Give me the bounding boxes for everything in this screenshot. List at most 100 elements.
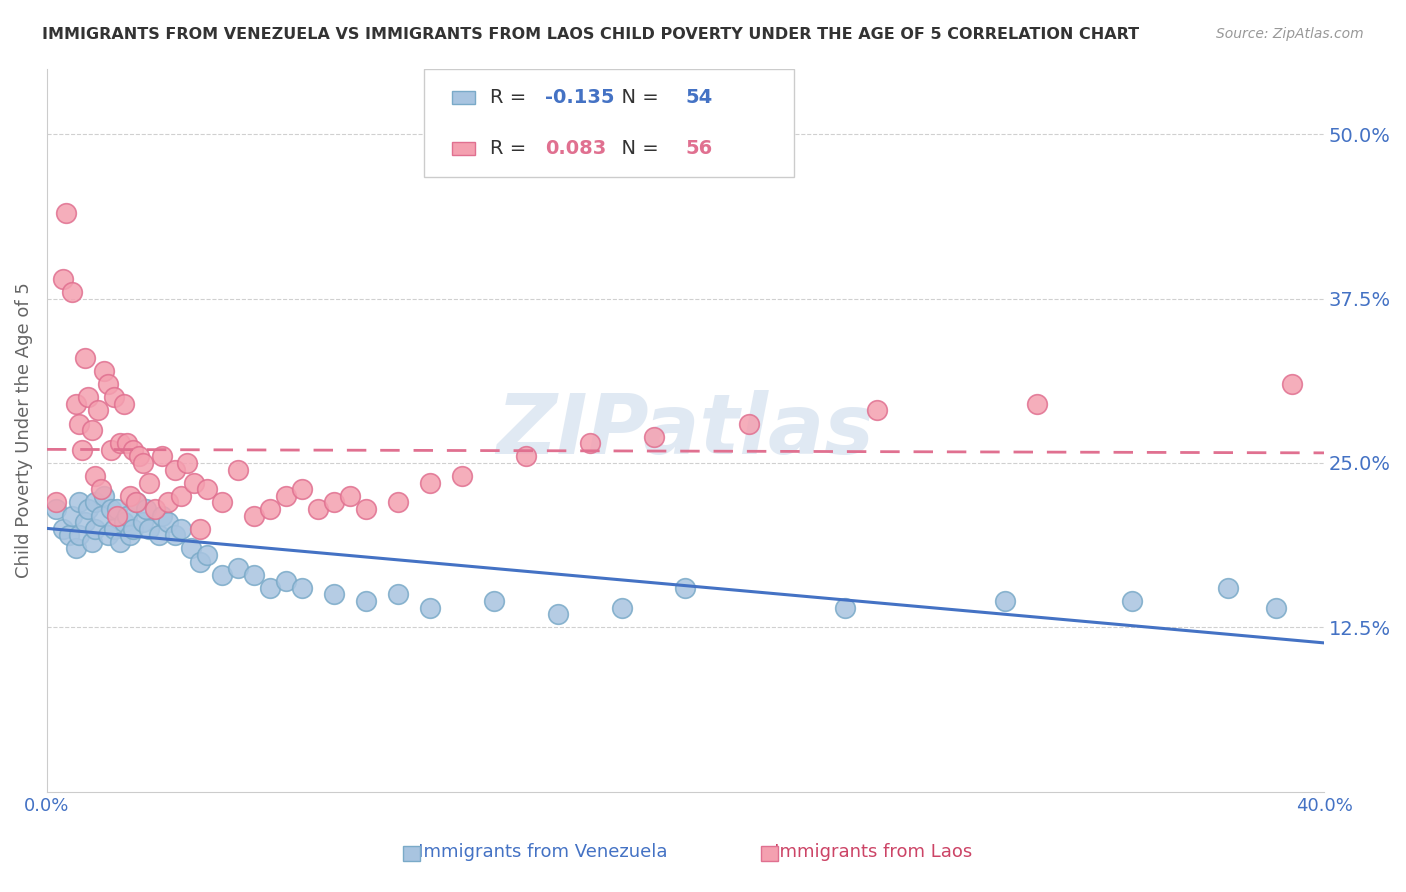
Point [419, 475, 441, 490]
Point [183, 475, 205, 490]
Point [419, 600, 441, 615]
Point [62, 508, 84, 523]
Point [62, 285, 84, 299]
Point [243, 567, 266, 582]
Point [138, 522, 160, 536]
Point [110, 436, 132, 450]
Point [1281, 377, 1303, 392]
Point [578, 436, 600, 450]
Point [170, 522, 193, 536]
Point [131, 515, 153, 529]
Point [52, 522, 75, 536]
Point [866, 403, 889, 417]
Point [83, 469, 105, 483]
Point [1265, 600, 1288, 615]
Point [103, 390, 125, 404]
Point [291, 483, 314, 497]
Point [323, 495, 346, 509]
Y-axis label: Child Poverty Under the Age of 5: Child Poverty Under the Age of 5 [15, 282, 32, 578]
FancyBboxPatch shape [423, 69, 794, 177]
Point [211, 567, 233, 582]
Text: 0.083: 0.083 [546, 138, 606, 158]
Point [195, 483, 218, 497]
Point [515, 450, 537, 464]
Point [176, 456, 198, 470]
Point [188, 522, 211, 536]
Text: R =: R = [491, 138, 533, 158]
Point [994, 594, 1017, 608]
Point [482, 594, 505, 608]
Point [135, 502, 157, 516]
Point [180, 541, 202, 556]
Point [115, 436, 138, 450]
Point [67, 417, 90, 431]
Point [93, 364, 115, 378]
Point [93, 489, 115, 503]
Point [610, 600, 633, 615]
Point [55, 206, 77, 220]
Point [125, 495, 148, 509]
Point [67, 495, 90, 509]
Point [150, 508, 173, 523]
Point [157, 495, 180, 509]
Point [105, 502, 128, 516]
Point [339, 489, 361, 503]
Point [103, 522, 125, 536]
Point [170, 489, 193, 503]
Point [105, 508, 128, 523]
Point [276, 574, 298, 589]
Point [738, 417, 761, 431]
Point [145, 502, 167, 516]
Point [1121, 594, 1143, 608]
Point [110, 534, 132, 549]
Point [228, 462, 250, 476]
Point [138, 475, 160, 490]
Point [243, 508, 266, 523]
Point [87, 403, 110, 417]
Text: Source: ZipAtlas.com: Source: ZipAtlas.com [1216, 27, 1364, 41]
Point [58, 528, 80, 542]
Point [100, 502, 122, 516]
Point [547, 607, 569, 622]
Point [65, 541, 87, 556]
FancyBboxPatch shape [762, 846, 779, 862]
Point [259, 581, 281, 595]
Point [122, 442, 145, 457]
Point [83, 522, 105, 536]
Text: Immigrants from Laos: Immigrants from Laos [756, 843, 973, 861]
Point [80, 423, 103, 437]
Point [354, 594, 377, 608]
Text: R =: R = [491, 88, 533, 107]
Point [118, 528, 141, 542]
FancyBboxPatch shape [451, 91, 475, 104]
Point [112, 397, 135, 411]
Point [675, 581, 697, 595]
Point [112, 515, 135, 529]
Text: Immigrants from Venezuela: Immigrants from Venezuela [401, 843, 668, 861]
Point [65, 397, 87, 411]
Text: -0.135: -0.135 [546, 88, 614, 107]
Point [157, 515, 180, 529]
Point [122, 522, 145, 536]
Point [163, 528, 186, 542]
Point [90, 483, 112, 497]
Point [1025, 397, 1047, 411]
Point [307, 502, 329, 516]
Point [276, 489, 298, 503]
Point [211, 495, 233, 509]
Point [323, 587, 346, 601]
Point [195, 548, 218, 562]
Point [45, 495, 67, 509]
Point [100, 442, 122, 457]
FancyBboxPatch shape [451, 142, 475, 154]
Point [128, 450, 150, 464]
Point [96, 528, 118, 542]
Point [118, 489, 141, 503]
Point [90, 508, 112, 523]
Point [75, 351, 97, 365]
Point [67, 528, 90, 542]
Text: 56: 56 [686, 138, 713, 158]
Point [451, 469, 474, 483]
Point [52, 272, 75, 286]
Point [77, 502, 100, 516]
